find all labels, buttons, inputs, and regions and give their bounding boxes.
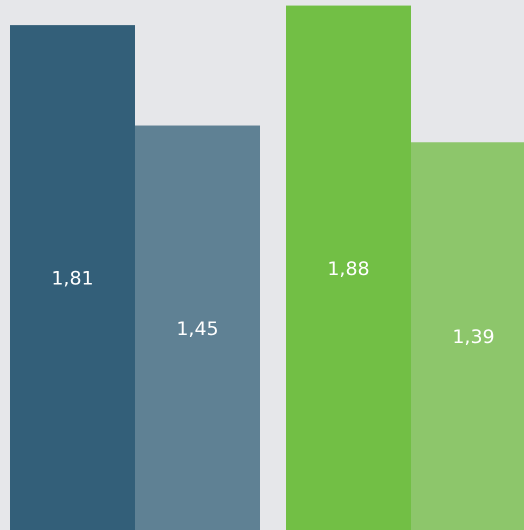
bar-1-0 bbox=[286, 5, 411, 530]
bar-1-1 bbox=[411, 142, 524, 530]
bar-value-label-1-0: 1,88 bbox=[327, 258, 369, 280]
bar-0-1 bbox=[135, 125, 260, 530]
bar-value-label-1-1: 1,39 bbox=[452, 326, 494, 348]
bars-layer bbox=[10, 5, 524, 530]
bar-value-label-0-1: 1,45 bbox=[176, 318, 218, 340]
labels-layer: 1,81 1,45 1,88 1,39 bbox=[51, 258, 494, 348]
bar-value-label-0-0: 1,81 bbox=[51, 268, 93, 290]
bar-0-0 bbox=[10, 25, 135, 530]
